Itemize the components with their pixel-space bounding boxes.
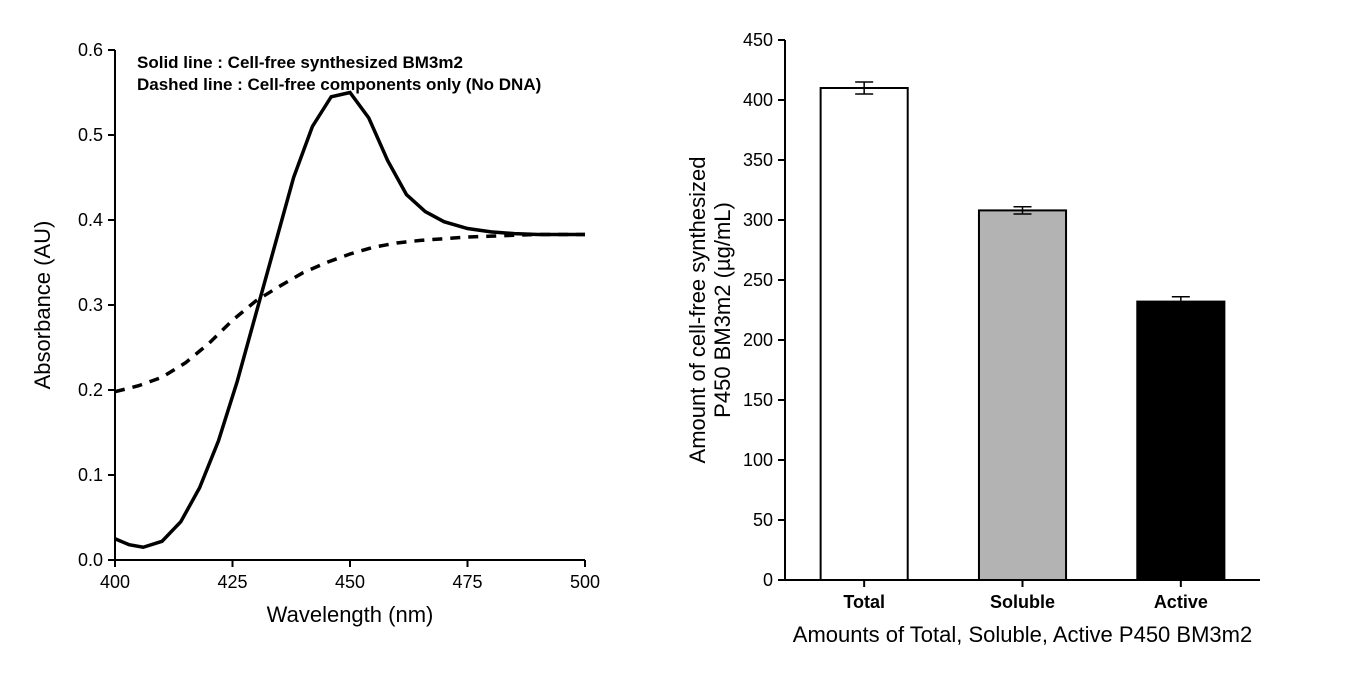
y-tick-label: 300 xyxy=(743,210,773,230)
bar-active xyxy=(1137,302,1224,580)
x-tick-label: 400 xyxy=(100,572,130,592)
y-tick-label: 0 xyxy=(763,570,773,590)
bar-chart-svg: 0 50 100 150 200 250 300 350 400 450 Total Soluble A… xyxy=(670,20,1290,660)
y-tick-label: 0.3 xyxy=(78,295,103,315)
x-category-label: Soluble xyxy=(990,592,1055,612)
y-tick-label: 0.6 xyxy=(78,40,103,60)
legend-line-1: Solid line : Cell-free synthesized BM3m2 xyxy=(137,53,463,72)
x-tick-label: 425 xyxy=(217,572,247,592)
y-tick-label: 50 xyxy=(753,510,773,530)
y-axis-label-1: Amount of cell-free synthesized xyxy=(685,157,710,464)
x-axis-label: Amounts of Total, Soluble, Active P450 B… xyxy=(793,622,1252,647)
y-tick-label: 150 xyxy=(743,390,773,410)
y-tick-label: 0.2 xyxy=(78,380,103,400)
y-tick-label: 0.0 xyxy=(78,550,103,570)
solid-series xyxy=(115,93,585,548)
y-tick-label: 250 xyxy=(743,270,773,290)
x-category-label: Active xyxy=(1154,592,1208,612)
y-tick-label: 350 xyxy=(743,150,773,170)
x-tick-label: 475 xyxy=(452,572,482,592)
line-chart-panel: 0.0 0.1 0.2 0.3 0.4 0.5 0.6 400 425 450 475 500 Wave… xyxy=(20,20,610,640)
legend-line-2: Dashed line : Cell-free components only … xyxy=(137,75,541,94)
bar-chart-panel: 0 50 100 150 200 250 300 350 400 450 Total Soluble A… xyxy=(670,20,1290,660)
x-axis-label: Wavelength (nm) xyxy=(267,602,434,627)
y-tick-label: 450 xyxy=(743,30,773,50)
y-tick-label: 0.1 xyxy=(78,465,103,485)
bar-total xyxy=(821,88,908,580)
y-tick-label: 400 xyxy=(743,90,773,110)
x-tick-label: 500 xyxy=(570,572,600,592)
bar-soluble xyxy=(979,210,1066,580)
y-axis-label-2: P450 BM3m2 (µg/mL) xyxy=(710,202,735,418)
x-tick-label: 450 xyxy=(335,572,365,592)
y-tick-label: 0.4 xyxy=(78,210,103,230)
line-chart-svg: 0.0 0.1 0.2 0.3 0.4 0.5 0.6 400 425 450 475 500 Wave… xyxy=(20,20,610,640)
x-category-label: Total xyxy=(843,592,885,612)
y-tick-label: 0.5 xyxy=(78,125,103,145)
y-tick-label: 100 xyxy=(743,450,773,470)
dashed-series xyxy=(115,234,585,391)
y-axis-label: Absorbance (AU) xyxy=(30,221,55,390)
y-tick-label: 200 xyxy=(743,330,773,350)
